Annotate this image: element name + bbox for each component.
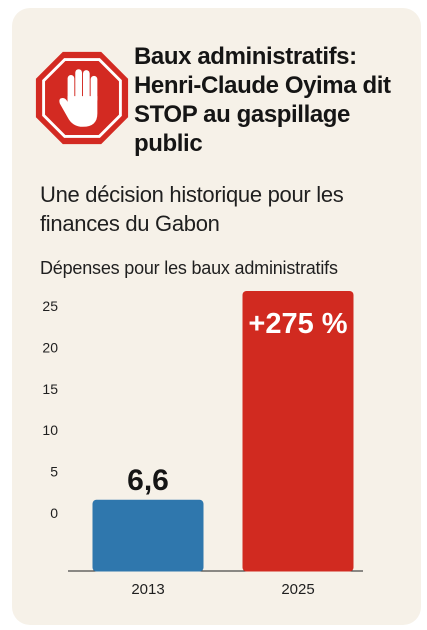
y-tick-label: 10	[42, 422, 58, 438]
y-tick-label: 20	[42, 339, 58, 355]
y-tick-label: 5	[50, 464, 58, 480]
bars	[92, 291, 354, 572]
data-label: +275 %	[248, 308, 347, 340]
x-category-label: 2013	[131, 581, 164, 598]
bar-labels: 2013 6,6 2025 +275 %	[127, 308, 348, 598]
y-axis-ticks: 0 5 10 15 20 25	[42, 298, 58, 521]
x-category-label: 2025	[281, 581, 314, 598]
y-tick-label: 25	[42, 298, 58, 314]
bar-2025	[242, 291, 354, 572]
data-label: 6,6	[127, 464, 169, 497]
subtitle: Une décision historique pour les finance…	[40, 182, 344, 236]
headline: Baux administratifs: Henri-Claude Oyima …	[134, 43, 391, 157]
stop-hand-icon	[35, 51, 129, 145]
chart-title: Dépenses pour les baux administratifs	[40, 258, 338, 278]
bar-2013	[92, 499, 204, 572]
y-tick-label: 15	[42, 381, 58, 397]
y-tick-label: 0	[50, 505, 58, 521]
